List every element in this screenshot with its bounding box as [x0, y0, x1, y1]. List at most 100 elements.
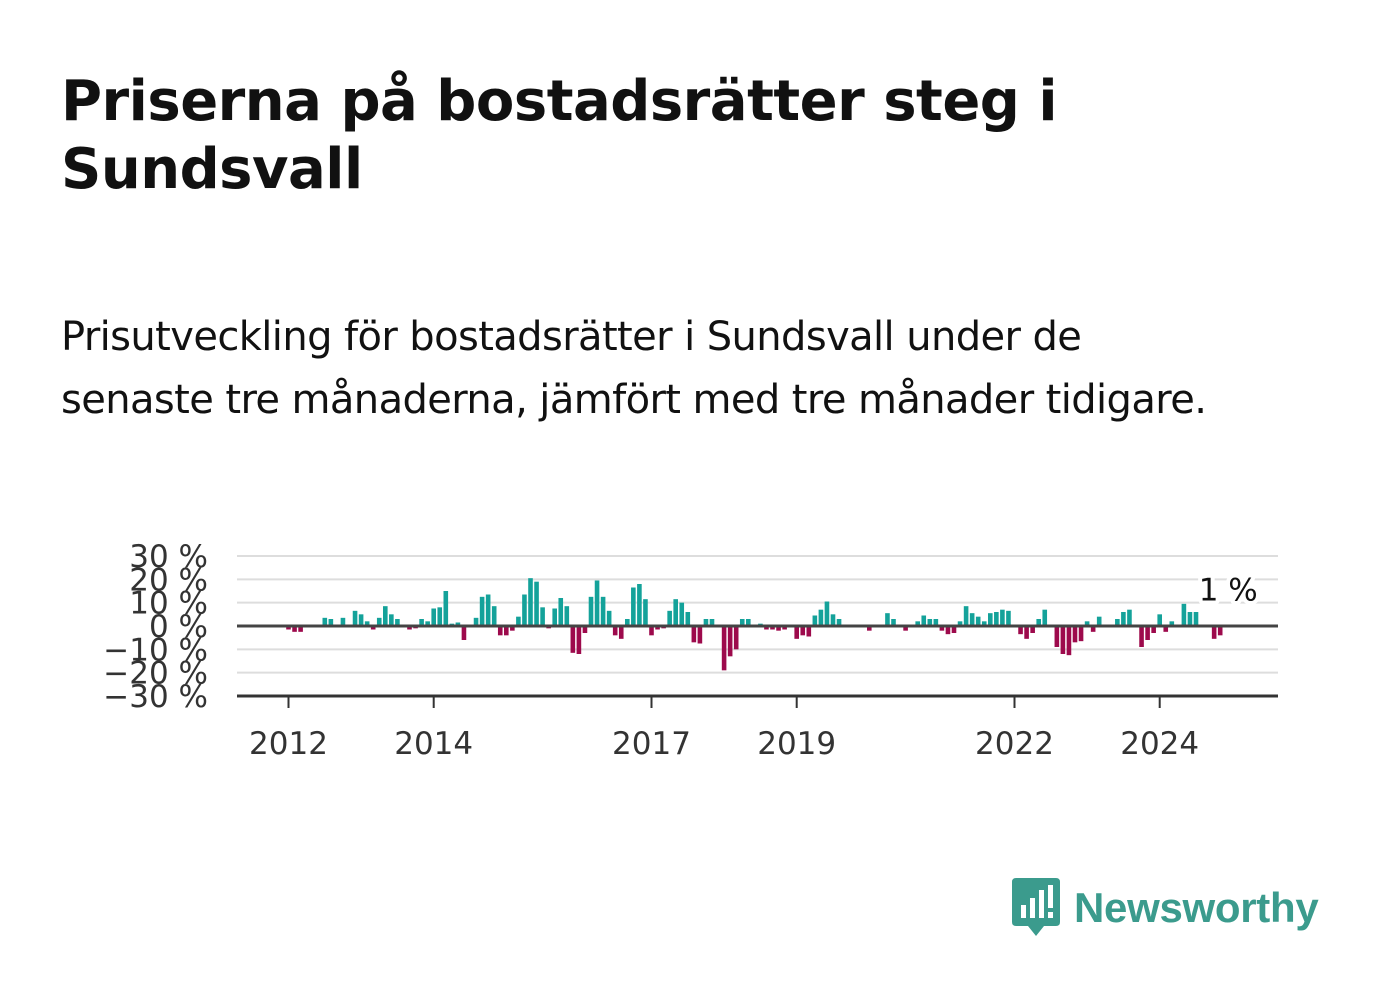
bar [510, 626, 515, 631]
bar [594, 580, 600, 626]
bar [824, 601, 830, 626]
bar [395, 619, 400, 626]
bar [764, 626, 769, 630]
bar [612, 626, 618, 636]
bar [340, 617, 346, 626]
bar [981, 621, 987, 626]
bar [425, 621, 430, 626]
bar [370, 626, 376, 630]
bar [1145, 626, 1150, 640]
bar [322, 617, 328, 626]
bar [631, 587, 636, 626]
bar [1139, 626, 1144, 647]
y-tick-label: 30 % [129, 539, 208, 575]
bar [830, 614, 836, 626]
bar [1000, 609, 1005, 626]
bar [606, 610, 612, 626]
x-tick-label: 2024 [1120, 726, 1199, 762]
bar [491, 606, 497, 626]
bar [933, 619, 939, 626]
bar [1036, 619, 1041, 626]
bar [298, 626, 303, 632]
bar [600, 596, 606, 626]
bar [643, 599, 648, 626]
bar [1121, 612, 1126, 626]
bar [679, 602, 685, 626]
y-tick-label: −30 % [103, 679, 208, 715]
bar [1024, 626, 1029, 639]
bar [497, 626, 503, 636]
bar [570, 626, 576, 653]
bar [576, 626, 582, 654]
bar [437, 607, 443, 626]
bar [1090, 626, 1096, 632]
bar [703, 619, 709, 626]
bar-chart: 30 %20 %10 %0 %−10 %−20 %−30 % 2012 2014 20… [103, 539, 1278, 762]
bar [667, 610, 672, 626]
bar [1054, 626, 1060, 647]
bar [939, 626, 945, 631]
bar [691, 626, 697, 643]
bar [1217, 626, 1223, 636]
brand-logo: Newsworthy [1010, 876, 1319, 940]
bar [969, 613, 975, 626]
bar [885, 613, 890, 626]
y-tick-label: 0 % [149, 609, 208, 645]
bar [739, 619, 745, 626]
bar [903, 626, 908, 631]
bar [867, 626, 872, 631]
bar [461, 626, 467, 640]
bar [988, 613, 993, 626]
bar [812, 615, 818, 626]
y-tick-label: 20 % [129, 562, 208, 598]
bar [806, 626, 812, 637]
x-tick-label: 2017 [612, 726, 691, 762]
bar [419, 619, 424, 626]
bar [1151, 626, 1156, 633]
bar [1187, 612, 1193, 626]
bar [389, 614, 394, 626]
bar [951, 626, 957, 633]
x-tick-label: 2012 [249, 726, 328, 762]
bar [800, 626, 806, 636]
bar [1163, 626, 1169, 632]
bar [921, 615, 927, 626]
bar [1211, 626, 1217, 639]
bar [1072, 626, 1078, 643]
bar [649, 626, 654, 636]
bar [1193, 612, 1199, 626]
y-tick-label: −10 % [103, 632, 208, 668]
bar [1060, 626, 1066, 654]
y-tick-label: −20 % [103, 656, 208, 692]
bar [746, 619, 751, 626]
bar [558, 598, 564, 626]
bar [479, 596, 485, 626]
bar [376, 617, 382, 626]
bar [516, 616, 521, 626]
bar [625, 619, 630, 626]
bar [582, 626, 588, 633]
bar [1018, 626, 1023, 635]
bar [963, 606, 969, 626]
end-value-label: 1 % [1199, 573, 1258, 609]
bar [618, 626, 624, 639]
bar [994, 612, 999, 626]
bar [721, 626, 727, 671]
bar [891, 619, 896, 626]
bar [637, 584, 642, 626]
bar [1084, 621, 1090, 626]
bar [818, 609, 824, 626]
bar [431, 608, 436, 626]
y-tick-label: 10 % [129, 586, 208, 622]
bar [1157, 614, 1162, 626]
bar [673, 599, 678, 626]
bar [915, 621, 920, 626]
bar [455, 622, 461, 626]
bar [1006, 610, 1011, 626]
chart-title: Priserna på bostadsrätter steg i Sundsva… [61, 69, 1058, 202]
bar [794, 626, 799, 639]
bar [733, 626, 739, 650]
bar [1078, 626, 1084, 642]
bar [1066, 626, 1072, 656]
bar [328, 619, 334, 626]
